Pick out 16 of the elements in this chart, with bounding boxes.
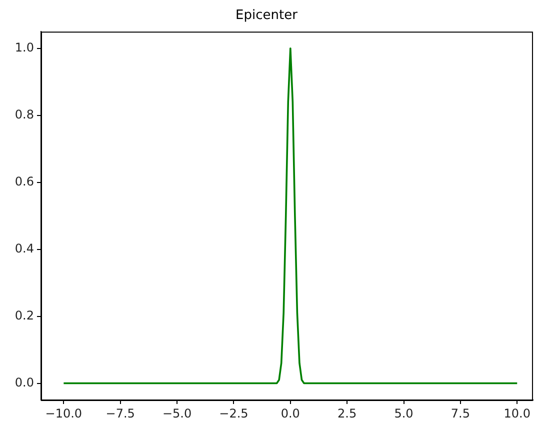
y-tick-label: 0.4: [14, 241, 34, 256]
x-tick-label: 2.5: [338, 406, 357, 420]
x-tick-label: 5.0: [394, 406, 414, 420]
x-tick-label: 0.0: [280, 406, 300, 420]
y-tick-label: 0.0: [14, 375, 34, 390]
x-tick-label: 10.0: [504, 406, 530, 420]
y-tick-label: 0.8: [14, 107, 34, 122]
y-tick-label: 1.0: [14, 40, 34, 54]
y-tick-label: 0.6: [14, 174, 34, 188]
chart-title: Epicenter: [236, 8, 298, 24]
y-tick-label: 0.2: [14, 308, 34, 322]
x-tick-label: −5.0: [162, 406, 192, 420]
x-tick-label: −10.0: [45, 406, 82, 420]
x-tick-label: −2.5: [219, 406, 248, 420]
x-tick-label: 7.5: [450, 406, 470, 420]
x-tick-label: −7.5: [106, 406, 135, 420]
